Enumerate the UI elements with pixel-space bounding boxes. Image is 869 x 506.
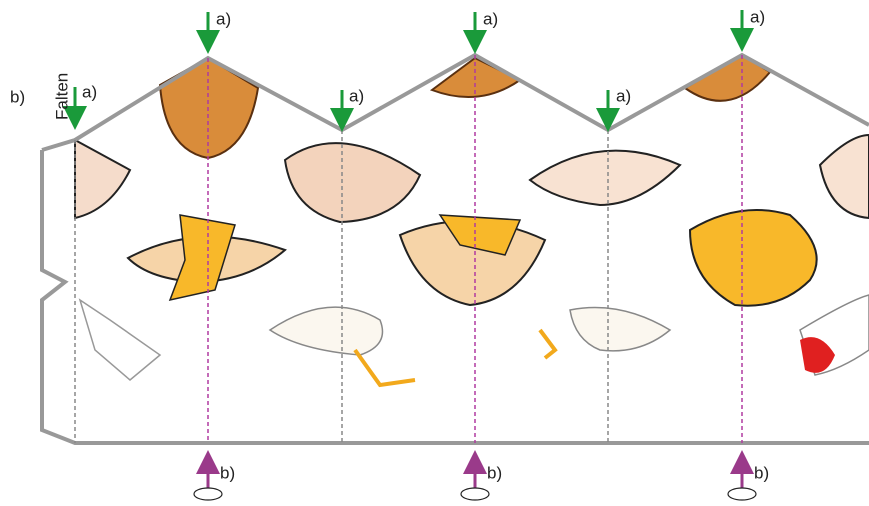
arrow-label: a) [349,86,364,105]
arrow-label: a) [483,9,498,28]
fold-label: Falten [52,73,71,120]
center-lines [207,55,743,443]
green-arrows [63,10,754,132]
arrow-label: b) [754,463,769,482]
arrow-label: a) [216,9,231,28]
arrow-label: b) [487,463,502,482]
arrow-label: a) [616,86,631,105]
pin-icons [193,487,757,501]
arrow-label: a) [82,82,97,101]
illustrations [74,53,869,388]
arrow-label: a) [750,7,765,26]
purple-arrows [196,450,754,488]
side-label: b) [10,87,25,106]
arrow-label: b) [220,463,235,482]
fold-lines [74,130,609,443]
